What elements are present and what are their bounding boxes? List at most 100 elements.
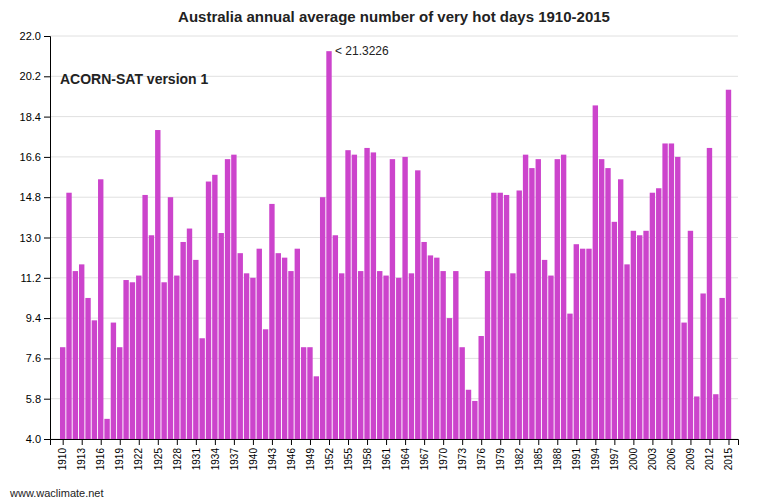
- grid-line: [50, 36, 738, 37]
- bar: [117, 347, 122, 439]
- bar: [85, 298, 90, 439]
- tick-mark: [44, 238, 50, 239]
- bar: [434, 258, 439, 439]
- bar: [599, 159, 604, 439]
- tick: 1946: [286, 439, 297, 470]
- axis-line: [44, 37, 51, 440]
- tick-mark: [500, 439, 501, 445]
- tick: 1913: [76, 439, 87, 470]
- tick: 1916: [95, 439, 106, 470]
- bar: [174, 276, 179, 439]
- grid-line: [50, 156, 738, 157]
- bar: [555, 159, 560, 439]
- annotation: ACORN-SAT version 1: [60, 71, 209, 87]
- tick-mark: [481, 439, 482, 445]
- bar: [631, 231, 636, 439]
- tick: 1940: [248, 439, 259, 470]
- bar: [605, 168, 610, 439]
- chart: 4.05.87.69.411.213.014.816.618.420.222.0…: [0, 0, 760, 503]
- tick-label: 1970: [438, 448, 449, 471]
- bar: [307, 347, 312, 439]
- tick-mark: [234, 439, 235, 445]
- bar: [593, 105, 598, 439]
- bar: [719, 298, 724, 439]
- tick-label: 2003: [647, 448, 658, 471]
- bar: [276, 253, 281, 439]
- tick-label: 13.0: [20, 232, 41, 244]
- tick-label: 1967: [419, 448, 430, 471]
- bar: [123, 280, 128, 439]
- tick-mark: [576, 439, 577, 445]
- tick-label: 5.8: [26, 393, 41, 405]
- tick-mark: [310, 439, 311, 445]
- bar: [295, 249, 300, 439]
- bar: [726, 90, 731, 439]
- bar: [92, 320, 97, 439]
- bar: [73, 271, 78, 439]
- tick: 1973: [457, 439, 468, 470]
- bar: [478, 336, 483, 439]
- tick-mark: [44, 278, 50, 279]
- tick: 1919: [114, 439, 125, 470]
- tick-label: 1979: [495, 448, 506, 471]
- tick-label: 1940: [248, 448, 259, 471]
- bar: [624, 264, 629, 439]
- tick-label: 2015: [723, 448, 734, 471]
- tick-mark: [652, 439, 653, 445]
- bar: [390, 159, 395, 439]
- bar: [459, 347, 464, 439]
- tick-label: 4.0: [26, 433, 41, 445]
- tick-label: 1931: [191, 448, 202, 471]
- tick-label: 2009: [685, 448, 696, 471]
- bar: [225, 159, 230, 439]
- tick: 1928: [172, 439, 183, 470]
- tick-mark: [82, 439, 83, 445]
- bar: [409, 273, 414, 439]
- tick-label: 1976: [476, 448, 487, 471]
- tick: 9.4: [26, 312, 50, 324]
- tick-label: 1997: [609, 448, 620, 471]
- bar: [339, 273, 344, 439]
- bar: [447, 318, 452, 439]
- bar: [440, 271, 445, 439]
- bar: [694, 396, 699, 439]
- bar: [548, 276, 553, 439]
- tick-label: 1916: [95, 448, 106, 471]
- tick-label: 16.6: [20, 151, 41, 163]
- bar: [643, 231, 648, 439]
- bar: [428, 255, 433, 439]
- tick-mark: [690, 439, 691, 445]
- bar: [523, 155, 528, 439]
- tick: 1949: [305, 439, 316, 470]
- tick: 20.2: [20, 70, 50, 82]
- tick: 22.0: [20, 30, 50, 42]
- tick-label: 1994: [590, 448, 601, 471]
- bar: [193, 260, 198, 439]
- bar: [688, 231, 693, 439]
- tick-mark: [405, 439, 406, 445]
- bar: [618, 179, 623, 439]
- bar: [650, 193, 655, 439]
- tick-mark: [709, 439, 710, 445]
- tick-label: 20.2: [20, 70, 41, 82]
- bar: [517, 190, 522, 439]
- tick: 2003: [647, 439, 658, 470]
- bar: [238, 253, 243, 439]
- tick-mark: [291, 439, 292, 445]
- bar: [142, 195, 147, 439]
- bar: [396, 278, 401, 439]
- x-axis: 1910191319161919192219251928193119341937…: [51, 439, 739, 470]
- tick: 2012: [704, 439, 715, 470]
- tick-label: 1991: [571, 448, 582, 471]
- bar: [713, 394, 718, 439]
- bar: [257, 249, 262, 439]
- tick-mark: [63, 439, 64, 445]
- annotation: www.waclimate.net: [9, 487, 104, 499]
- tick-mark: [348, 439, 349, 445]
- tick-mark: [329, 439, 330, 445]
- tick: 13.0: [20, 232, 50, 244]
- tick-label: 1928: [172, 448, 183, 471]
- bar: [219, 233, 224, 439]
- bar: [199, 338, 204, 439]
- tick-mark: [44, 399, 50, 400]
